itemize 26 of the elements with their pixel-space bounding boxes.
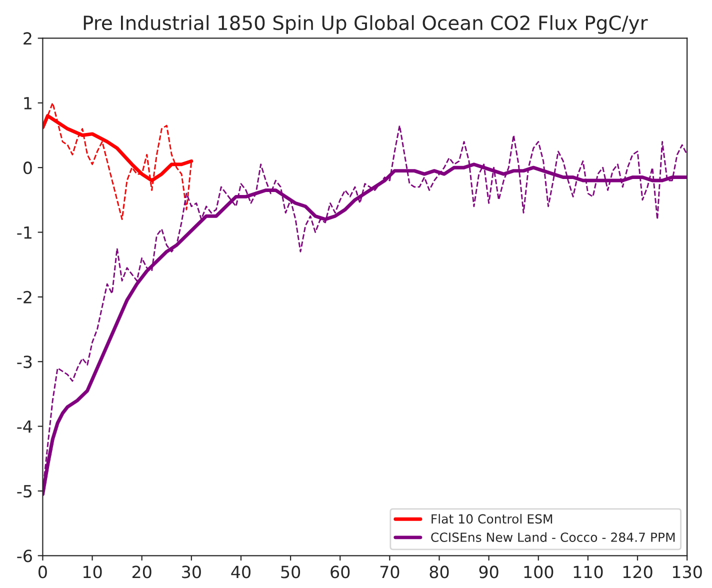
- x-tick-label: 130: [673, 566, 702, 578]
- legend-label: CCISEns New Land - Cocco - 284.7 PPM: [431, 532, 675, 542]
- x-tick-label: 50: [281, 566, 300, 578]
- y-tick-label: -1: [17, 226, 32, 239]
- x-tick-label: 10: [84, 566, 102, 578]
- chart-title: Pre Industrial 1850 Spin Up Global Ocean CO2 Flux PgC/yr: [84, 15, 648, 34]
- x-tick-label: 80: [430, 566, 449, 578]
- legend-label: Flat 10 Control ESM: [432, 514, 552, 524]
- x-tick-label: 20: [132, 566, 152, 578]
- y-tick-label: -2: [17, 290, 32, 304]
- y-tick-label: 1: [24, 97, 32, 110]
- x-tick-label: 110: [574, 566, 603, 578]
- y-tick-label: -6: [17, 550, 32, 562]
- x-tick-label: 100: [524, 566, 554, 578]
- x-tick-label: 30: [182, 566, 201, 578]
- x-tick-label: 60: [330, 566, 350, 578]
- y-tick-label: -3: [17, 356, 32, 368]
- y-tick-label: -4: [17, 420, 32, 433]
- x-tick-label: 120: [623, 566, 652, 578]
- y-tick-label: -5: [17, 485, 32, 498]
- x-tick-label: 90: [479, 566, 498, 578]
- x-tick-label: 0: [38, 566, 47, 578]
- y-tick-label: 2: [24, 32, 32, 45]
- x-tick-label: 70: [380, 566, 400, 578]
- y-tick-label: 0: [23, 162, 32, 174]
- x-tick-label: 40: [231, 566, 250, 578]
